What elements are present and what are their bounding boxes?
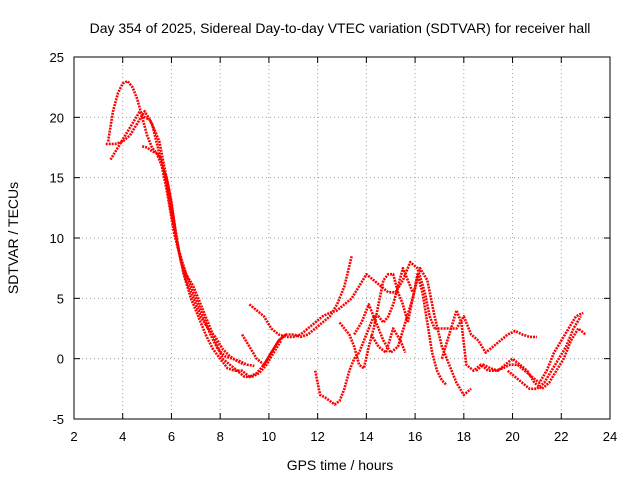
series-sat-i [353, 266, 472, 397]
y-tick-label: 10 [50, 231, 64, 246]
x-tick-label: 16 [408, 429, 422, 444]
y-tick-label: -5 [52, 412, 64, 427]
series-sat-c [105, 110, 255, 368]
series-sat-b [109, 110, 283, 379]
series-sat-e [248, 260, 436, 339]
x-tick-label: 14 [359, 429, 373, 444]
series-sat-n [506, 315, 582, 391]
data-series-group [105, 79, 587, 406]
x-tick-label: 2 [70, 429, 77, 444]
series-sat-h [338, 272, 448, 387]
series-sat-j [370, 327, 407, 354]
plot-frame [73, 56, 611, 420]
series-sat-m [475, 327, 587, 391]
x-axis-label: GPS time / hours [287, 457, 394, 473]
x-tick-label: 22 [554, 429, 568, 444]
y-tick-label: 15 [50, 171, 64, 186]
grid-lines [74, 57, 610, 419]
x-axis-ticks: 2 4 6 8 10 12 14 16 18 20 22 24 [70, 57, 617, 444]
x-tick-label: 12 [310, 429, 324, 444]
x-tick-label: 18 [457, 429, 471, 444]
x-tick-label: 4 [119, 429, 126, 444]
x-tick-label: 6 [168, 429, 175, 444]
x-tick-label: 24 [603, 429, 617, 444]
x-tick-label: 20 [505, 429, 519, 444]
y-tick-label: 0 [57, 352, 64, 367]
x-tick-label: 8 [217, 429, 224, 444]
chart-title: Day 354 of 2025, Sidereal Day-to-day VTE… [90, 20, 591, 36]
y-axis-ticks: -5 0 5 10 15 20 25 [50, 50, 610, 427]
series-sat-l [440, 309, 584, 385]
series-sat-d [141, 145, 246, 366]
y-tick-label: 25 [50, 50, 64, 65]
y-axis-label: SDTVAR / TECUs [5, 182, 21, 294]
series-sat-f [240, 255, 353, 367]
y-tick-label: 5 [57, 291, 64, 306]
series-sat-k [434, 315, 537, 354]
x-tick-label: 10 [262, 429, 276, 444]
y-tick-label: 20 [50, 110, 64, 125]
